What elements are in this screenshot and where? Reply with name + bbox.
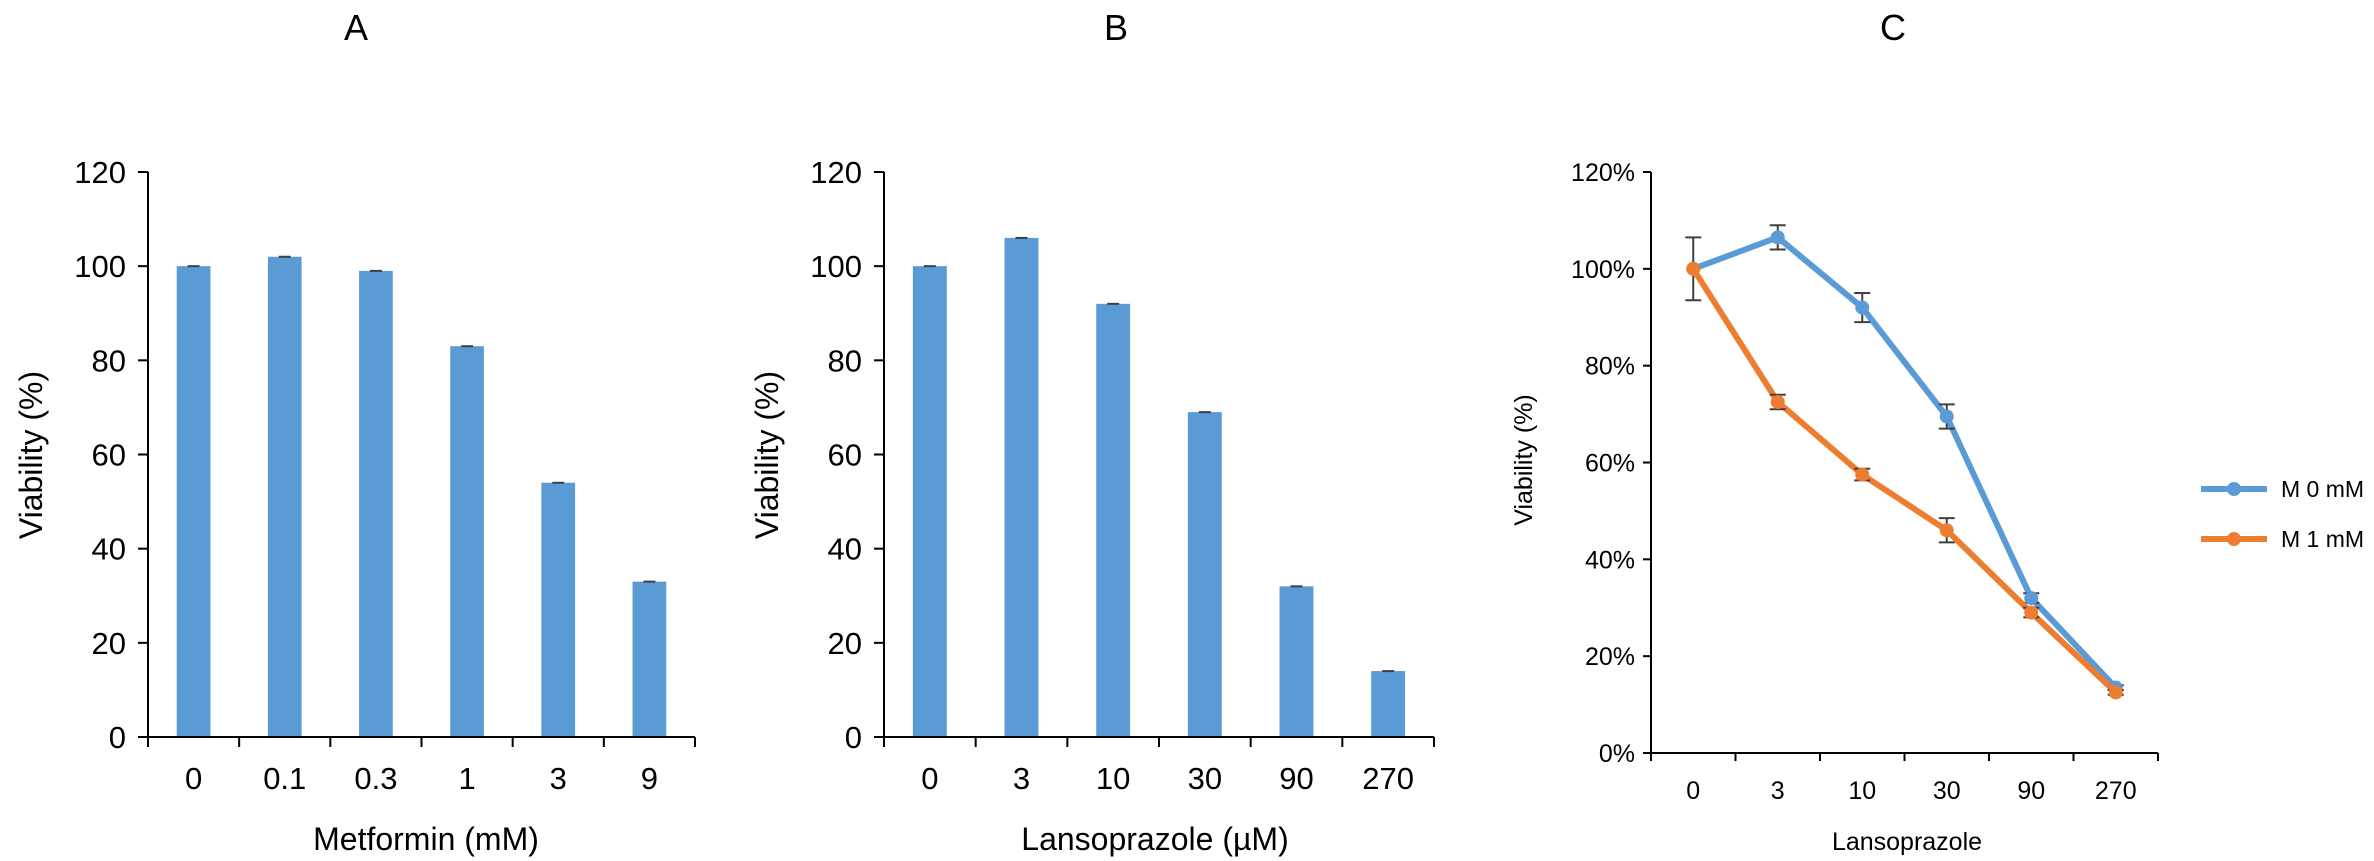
panel-c-series [1685,224,2124,700]
panelC-data-point [1770,394,1785,409]
panel-b-y-ticks: 0 20 40 60 80 100 120 [810,155,884,755]
panelC-y-tick-label: 100% [1571,256,1635,284]
panelA-bar [450,346,484,737]
panel-a-label: A [344,7,368,48]
panel-a-bars [176,255,667,737]
panelA-y-tick-label: 0 [109,720,126,755]
panelC-x-tick-label: 90 [2017,777,2045,805]
panelC-data-point [1939,523,1954,538]
panelC-y-tick-label: 40% [1585,546,1635,574]
panelC-x-tick-label: 0 [1686,777,1700,805]
panelB-y-tick-label: 0 [845,720,862,755]
panel-a: A 0 20 40 60 80 100 120 0 0.1 0.3 1 3 9 Metformin (… [13,7,696,857]
panelC-legend-marker [2227,482,2241,496]
panelC-data-point [2108,685,2123,700]
panelC-data-point [1686,261,1701,276]
panel-c: C 0% 20% 40% 60% 80% 100% 120% 0 3 10 30 90 270 Lan… [1510,7,2364,856]
panelB-y-tick-label: 80 [828,343,862,378]
panelC-series-1 [1686,261,2124,700]
panel-c-y-ticks: 0% 20% 40% 60% 80% 100% 120% [1571,159,1651,768]
panel-c-label: C [1880,7,1906,48]
panelB-bar [1004,237,1039,737]
panel-b-label: B [1104,7,1128,48]
panelC-legend-label: M 0 mM [2281,476,2364,502]
panelC-y-tick-label: 60% [1585,450,1635,478]
panelC-x-tick-label: 10 [1848,777,1876,805]
panelB-bar [1187,412,1222,737]
panelC-data-point [1939,409,1954,424]
panelA-x-tick-label: 0.3 [354,761,397,796]
panelA-x-tick-label: 9 [641,761,658,796]
panelC-data-point [1770,230,1785,245]
panelB-x-tick-label: 3 [1013,761,1030,796]
panelC-data-point [1855,300,1870,315]
panelA-x-tick-label: 3 [550,761,567,796]
panelB-bar [912,266,947,737]
panel-b-x-ticks: 0 3 10 30 90 270 [883,737,1435,796]
panelC-y-tick-label: 120% [1571,159,1635,187]
panelA-bar [632,581,667,737]
panelB-y-tick-label: 100 [810,249,862,284]
panelB-y-tick-label: 120 [810,155,862,190]
panelA-bar [359,270,393,737]
panelB-y-tick-label: 20 [828,626,862,661]
panelA-y-tick-label: 60 [92,438,126,473]
panel-a-y-axis-label: Viability (%) [13,371,49,539]
panelC-y-tick-label: 20% [1585,643,1635,671]
panel-c-x-axis-label: Lansoprazole [1832,828,1982,856]
panelB-y-tick-label: 60 [828,438,862,473]
panelB-bar [1279,586,1314,737]
panel-a-x-ticks: 0 0.1 0.3 1 3 9 [147,737,696,796]
panelB-bar [1371,671,1406,737]
panel-c-legend: M 0 mM M 1 mM [2201,476,2364,552]
panelC-series-line [1690,267,2118,695]
panel-c-x-ticks: 0 3 10 30 90 270 [1650,753,2159,805]
panelC-y-tick-label: 0% [1599,740,1635,768]
panelA-y-tick-label: 100 [74,249,126,284]
panelC-x-tick-label: 30 [1933,777,1961,805]
panelA-bar [267,256,302,737]
panel-b: B 0 20 40 60 80 100 120 0 3 10 30 90 270 Lansoprazo… [749,7,1435,857]
panel-a-y-ticks: 0 20 40 60 80 100 120 [74,155,148,755]
panelC-series-line [1692,234,2118,690]
panelB-x-tick-label: 0 [921,761,938,796]
panelB-x-tick-label: 30 [1188,761,1222,796]
panelC-series-0 [1685,224,2124,695]
panelB-bar [1096,303,1131,737]
panelC-data-point [2024,605,2039,620]
panelA-y-tick-label: 80 [92,343,126,378]
panelC-data-point [2024,591,2039,606]
panelB-x-tick-label: 90 [1279,761,1313,796]
panelB-x-tick-label: 10 [1096,761,1130,796]
panelA-x-tick-label: 1 [458,761,475,796]
panel-b-bars [912,236,1406,737]
panelA-bar [176,266,211,737]
panelA-x-tick-label: 0 [185,761,202,796]
panelC-x-tick-label: 3 [1771,777,1785,805]
panelC-x-tick-label: 270 [2095,777,2137,805]
panel-a-x-axis-label: Metformin (mM) [313,821,539,857]
panelC-legend-marker [2227,532,2241,546]
panelA-bar [541,482,576,737]
panelB-x-tick-label: 270 [1362,761,1414,796]
panelA-y-tick-label: 40 [92,532,126,567]
panelC-data-point [1855,467,1870,482]
panelA-x-tick-label: 0.1 [263,761,306,796]
panelC-y-tick-label: 80% [1585,353,1635,381]
panelA-y-tick-label: 120 [74,155,126,190]
panelC-legend-label: M 1 mM [2281,526,2364,552]
panel-c-y-axis-label: Viability (%) [1510,394,1538,526]
panelA-y-tick-label: 20 [92,626,126,661]
panelB-y-tick-label: 40 [828,532,862,567]
panel-b-x-axis-label: Lansoprazole (µM) [1021,821,1288,857]
panel-b-y-axis-label: Viability (%) [749,371,785,539]
